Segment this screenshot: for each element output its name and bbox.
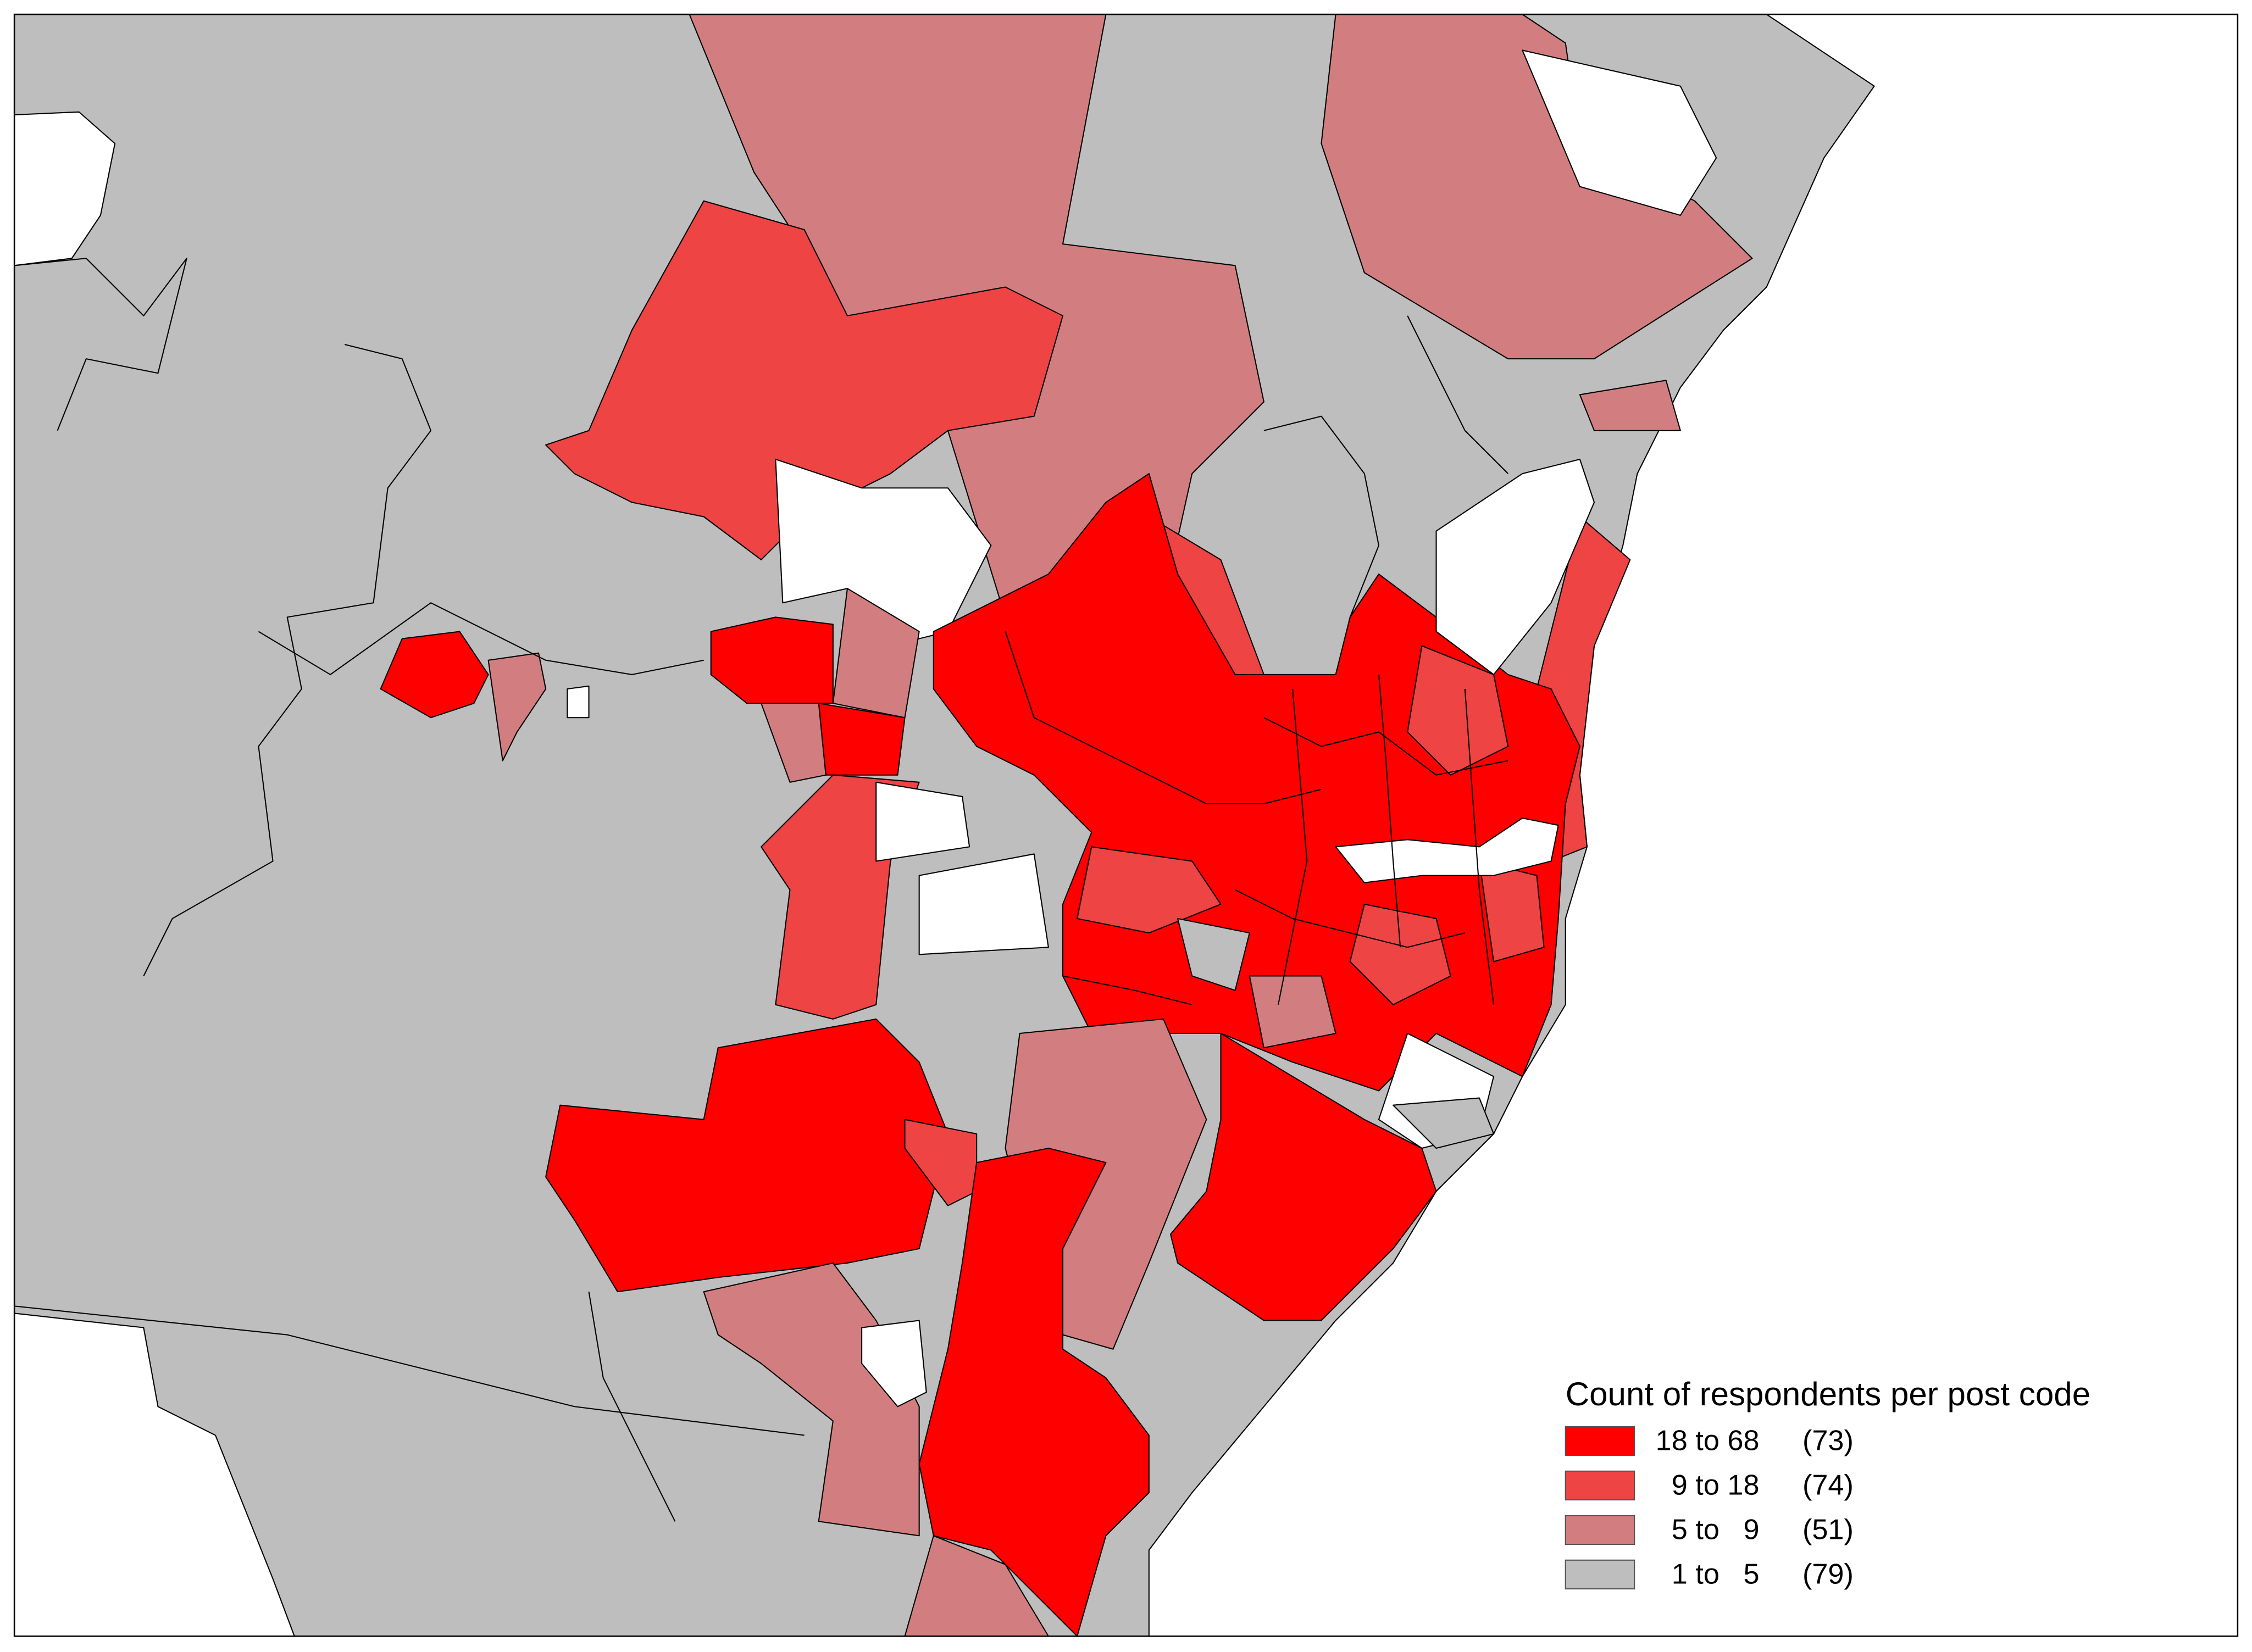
no-data-region — [918, 853, 1049, 955]
region — [1349, 903, 1451, 1005]
map-frame — [13, 13, 2239, 1637]
region — [1478, 860, 1545, 963]
region — [380, 631, 489, 719]
region — [832, 588, 920, 719]
legend-range: 1 to 5 — [1672, 1558, 1760, 1590]
no-data-region — [567, 685, 590, 719]
region — [1177, 917, 1250, 991]
boundary — [1464, 688, 1495, 1005]
boundary — [1005, 631, 1092, 747]
no-data-region — [1522, 49, 1717, 216]
legend-swatch — [1565, 1470, 1635, 1501]
boundary — [258, 602, 704, 675]
boundary — [143, 343, 432, 976]
legend-range: 5 to 9 — [1672, 1514, 1760, 1545]
boundary — [588, 1292, 676, 1522]
region — [1321, 14, 1753, 360]
boundary — [14, 258, 187, 431]
region — [1169, 1032, 1437, 1321]
legend-count: (51) — [1802, 1514, 1854, 1545]
legend-count: (74) — [1802, 1469, 1854, 1501]
legend-swatch — [1565, 1426, 1635, 1456]
legend-swatch — [1565, 1559, 1635, 1590]
region — [1579, 380, 1681, 431]
region — [1249, 975, 1336, 1049]
region — [1393, 1097, 1495, 1149]
boundary — [1407, 315, 1508, 474]
legend: Count of respondents per post code 18 to… — [1565, 1376, 2090, 1590]
region — [918, 1147, 1150, 1637]
boundary — [1378, 674, 1401, 948]
boundary — [1235, 889, 1466, 948]
region — [904, 1119, 978, 1206]
boundary — [1278, 688, 1308, 1005]
boundary — [14, 1305, 805, 1436]
no-data-region — [1335, 817, 1559, 883]
boundary — [1263, 717, 1508, 776]
legend-title: Count of respondents per post code — [1566, 1376, 2090, 1412]
boundary — [1062, 975, 1192, 1005]
legend-count: (73) — [1802, 1425, 1854, 1456]
region — [545, 1018, 948, 1293]
no-data-region — [1435, 458, 1595, 675]
region — [487, 652, 547, 761]
no-data-region — [861, 1320, 927, 1408]
legend-range: 9 to 18 — [1672, 1469, 1760, 1501]
legend-range: 18 to 68 — [1656, 1425, 1760, 1456]
boundary — [1091, 746, 1322, 805]
region — [1407, 645, 1509, 776]
no-data-region — [875, 781, 970, 862]
legend-swatch — [1565, 1515, 1635, 1545]
boundary — [1263, 415, 1380, 618]
region — [1077, 846, 1222, 934]
legend-count: (79) — [1802, 1558, 1854, 1590]
regions — [14, 14, 1875, 1637]
boundaries — [14, 258, 1508, 1522]
region — [761, 703, 827, 783]
